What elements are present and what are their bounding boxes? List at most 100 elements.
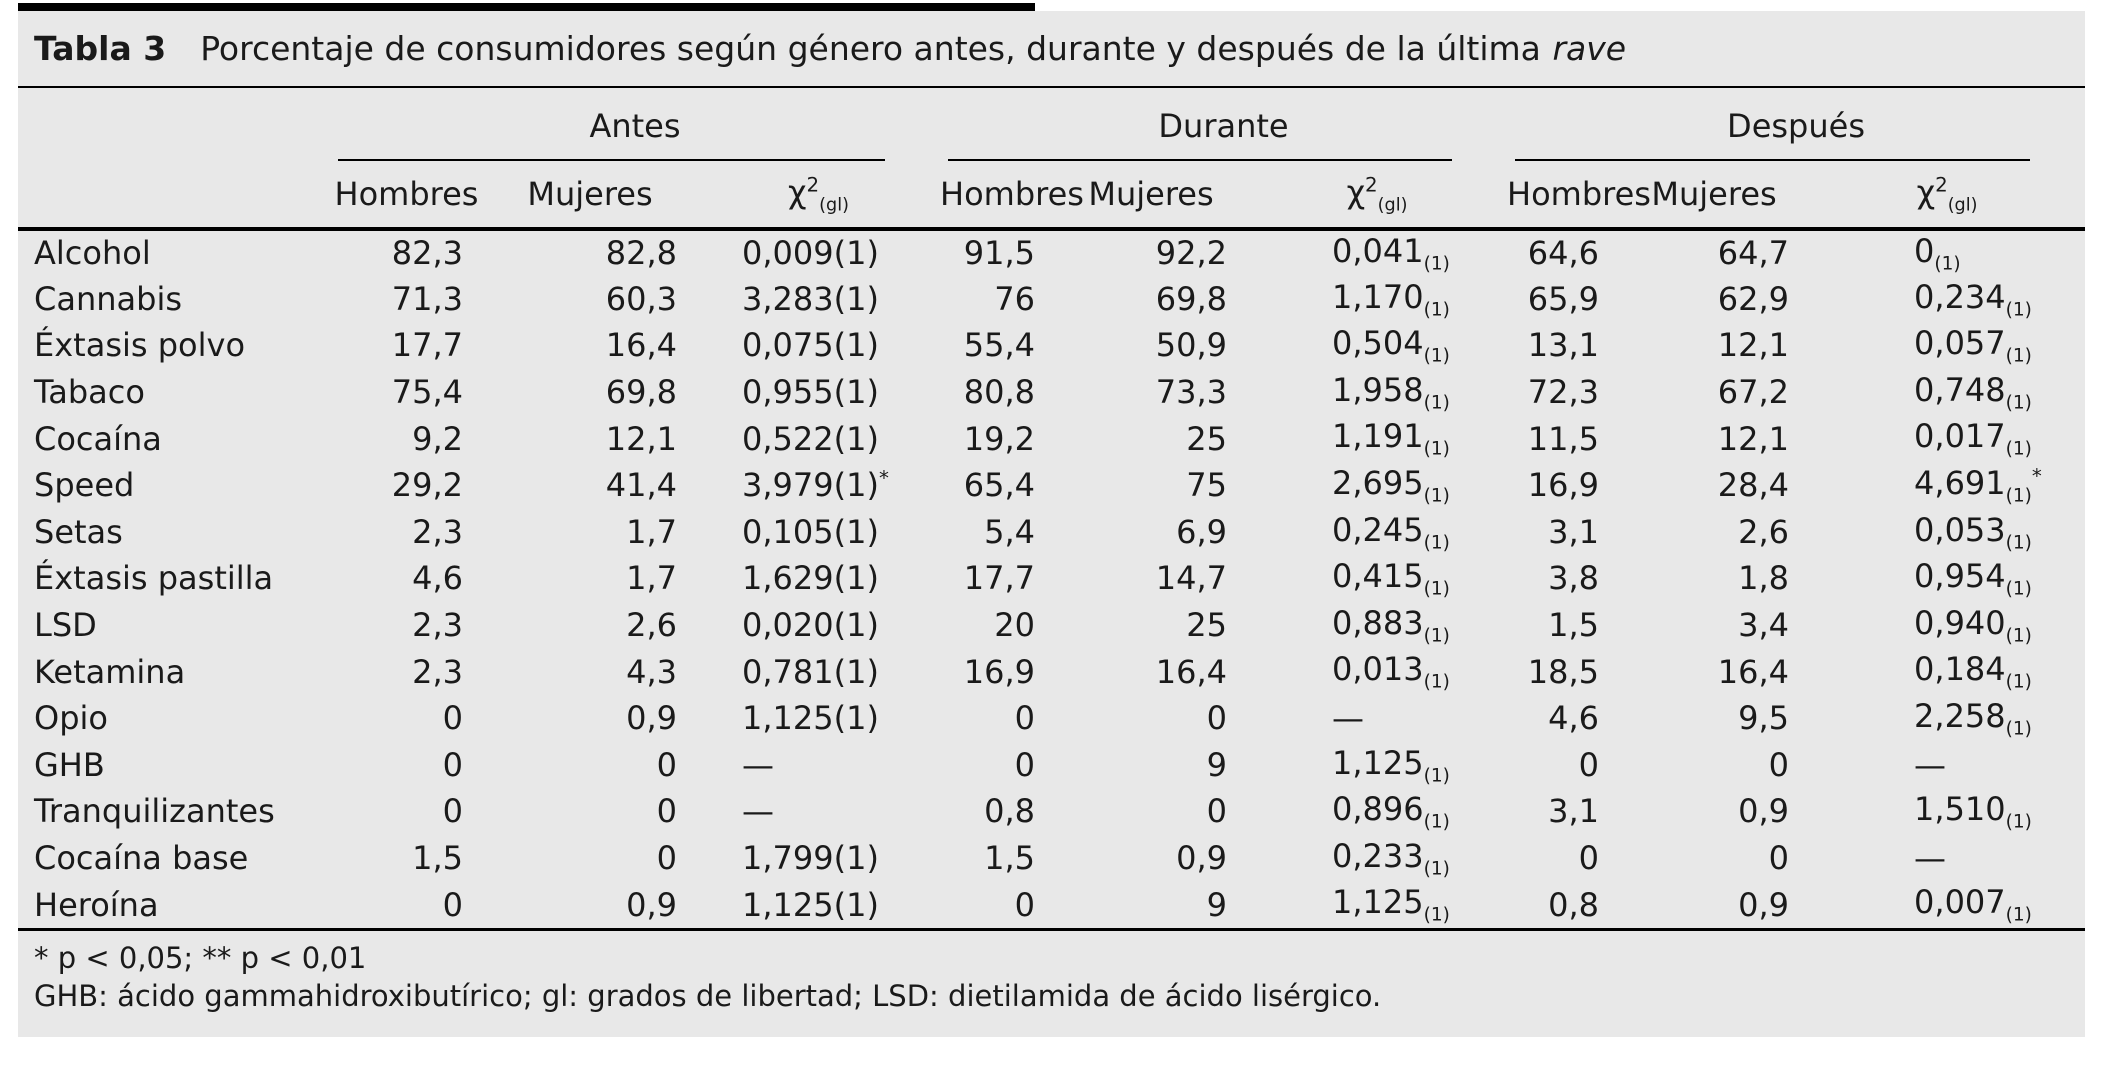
significance-star: * (2031, 464, 2042, 488)
footnotes: * p < 0,05; ** p < 0,01 GHB: ácido gamma… (18, 927, 2085, 1025)
chi-df-label: (gl) (1377, 195, 1408, 216)
value-cell: 50,9 (1155, 326, 1227, 365)
value-cell: 0,009(1) (742, 234, 879, 273)
value-cell: 0,954(1) (1914, 557, 2032, 600)
table-row: Cocaína base 1,5 0 1,799(1) 1,5 0,9 0,233(1) 0 0… (18, 835, 2085, 882)
table-row: Tranquilizantes 0 0 — 0,8 0 0,896(1) 3,1 0,9 1,51… (18, 788, 2085, 835)
value-cell: — (742, 745, 774, 784)
value-cell: 4,3 (626, 652, 677, 691)
drug-name: Éxtasis polvo (34, 326, 246, 365)
table-caption: Tabla 3 Porcentaje de consumidores según… (18, 11, 2085, 88)
value-cell: 73,3 (1155, 373, 1227, 412)
value-cell: 3,4 (1738, 606, 1790, 645)
table-body: Alcohol 82,3 82,8 0,009(1) 91,5 92,2 0,041(1) 6… (18, 229, 2085, 928)
value-cell: 1,7 (626, 512, 677, 551)
value-cell: 9,5 (1738, 699, 1790, 738)
value-cell: 72,3 (1527, 373, 1600, 412)
value-cell: 0,9 (1176, 839, 1227, 878)
value-cell: 1,5 (984, 839, 1035, 878)
sub-header-row: Hombres Mujeres χ2(gl) Hombres Mujeres χ… (18, 161, 2086, 231)
col-header-hombres: Hombres (1507, 161, 1651, 231)
value-cell: 76 (994, 279, 1035, 318)
value-cell: 0,522(1) (742, 419, 879, 458)
df-subscript: (1) (2005, 718, 2032, 740)
chi-exponent: 2 (1365, 173, 1378, 197)
value-cell: 4,6 (412, 559, 463, 598)
group-header-despues: Después (1507, 88, 2085, 161)
value-cell: 0 (1578, 839, 1600, 878)
value-cell: 3,1 (1548, 512, 1600, 551)
table-row: Speed 29,2 41,4 3,979(1)* 65,4 75 2,695(1) 16,9… (18, 462, 2085, 509)
value-cell: 16,9 (963, 652, 1035, 691)
table-number: Tabla 3 (34, 29, 167, 68)
value-cell: — (1332, 699, 1364, 738)
value-cell: 62,9 (1717, 279, 1790, 318)
value-cell: 0 (1014, 745, 1035, 784)
value-cell: 0,748(1) (1914, 370, 2032, 414)
col-header-mujeres: Mujeres (1055, 161, 1247, 231)
df-subscript: (1) (1423, 532, 1450, 554)
df-subscript: (1) (1423, 671, 1450, 693)
value-cell: 0,184(1) (1914, 650, 2032, 693)
df-subscript: (1) (1423, 299, 1450, 321)
value-cell: 0,245(1) (1332, 510, 1450, 554)
value-cell: 0 (442, 699, 463, 738)
df-subscript: (1) (1423, 811, 1450, 833)
value-cell: 92,2 (1155, 234, 1227, 273)
group-label: Durante (1158, 107, 1289, 145)
df-subscript: (1) (2005, 345, 2032, 367)
chi-exponent: 2 (1935, 173, 1948, 197)
drug-name: Tabaco (34, 373, 145, 412)
value-cell: 16,4 (605, 326, 677, 365)
table-row: Cannabis 71,3 60,3 3,283(1) 76 69,8 1,170(1) 65… (18, 276, 2085, 323)
value-cell: 1,510(1) (1914, 790, 2032, 833)
value-cell: 0,955(1) (742, 373, 879, 412)
value-cell: 0 (1768, 745, 1790, 784)
significance-star: * (878, 466, 889, 490)
value-cell: 82,3 (391, 234, 463, 273)
value-cell: 1,125(1) (1332, 743, 1450, 787)
table-title: Porcentaje de consumidores según género … (200, 29, 1541, 68)
value-cell: 0,053(1) (1914, 510, 2032, 554)
value-cell: 0 (1206, 699, 1227, 738)
value-cell: 0 (1014, 699, 1035, 738)
drug-name: Alcohol (34, 234, 151, 273)
df-subscript: (1) (2005, 625, 2032, 647)
chi-df-label: (gl) (1947, 195, 1978, 216)
value-cell: 69,8 (1155, 279, 1227, 318)
drug-name: Cannabis (34, 279, 182, 318)
value-cell: 2,3 (412, 512, 463, 551)
df-subscript: (1) (1423, 345, 1450, 367)
drug-name: Éxtasis pastilla (34, 559, 274, 598)
col-header-chi: χ2(gl) (697, 161, 940, 231)
value-cell: 13,1 (1527, 326, 1600, 365)
value-cell: 91,5 (963, 234, 1035, 273)
value-cell: 1,5 (1548, 606, 1600, 645)
value-cell: 4,6 (1548, 699, 1600, 738)
top-partial-rule (18, 3, 1035, 11)
value-cell: 75,4 (391, 373, 463, 412)
df-subscript: (1) (2005, 532, 2032, 554)
group-label: Después (1727, 107, 1865, 145)
value-cell: 0,9 (626, 699, 677, 738)
df-subscript: (1) (1934, 253, 1961, 275)
value-cell: 64,7 (1717, 234, 1790, 273)
value-cell: 0,9 (626, 885, 677, 924)
drug-name: GHB (34, 745, 105, 784)
table-row: Heroína 0 0,9 1,125(1) 0 9 1,125(1) 0,8 0,9 0,007… (18, 881, 2085, 928)
value-cell: 1,125(1) (742, 699, 879, 738)
df-subscript: (1) (2005, 811, 2032, 833)
value-cell: 3,283(1) (742, 279, 879, 318)
drug-name: Heroína (34, 885, 159, 924)
value-cell: 16,4 (1155, 652, 1227, 691)
value-cell: 0,415(1) (1332, 557, 1450, 600)
value-cell: 0(1) (1914, 232, 1961, 275)
value-cell: 11,5 (1527, 419, 1600, 458)
value-cell: 12,1 (1717, 419, 1790, 458)
value-cell: 2,6 (1738, 512, 1790, 551)
value-cell: 0 (1768, 839, 1790, 878)
value-cell: 1,125(1) (742, 885, 879, 924)
value-cell: 1,191(1) (1332, 417, 1450, 460)
chi-symbol: χ (788, 172, 807, 211)
value-cell: 0 (442, 745, 463, 784)
